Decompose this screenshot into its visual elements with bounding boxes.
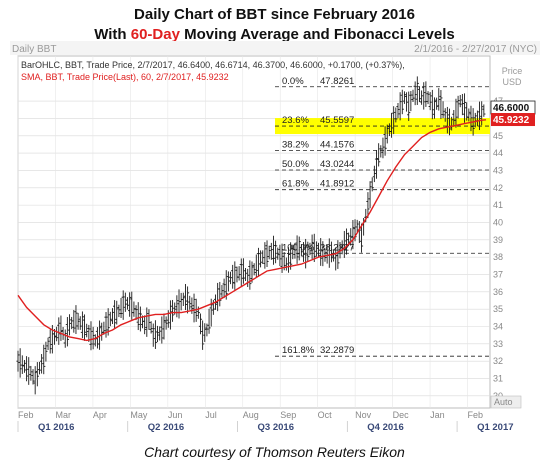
- chart-title-line1: Daily Chart of BBT since February 2016: [134, 6, 415, 23]
- ohlc-bars: [16, 76, 486, 395]
- last-sma-tag-box: [491, 113, 535, 127]
- sma-line: [17, 119, 487, 342]
- y-tick-label: 41: [493, 200, 503, 210]
- fib-percent-label: 161.8%: [282, 345, 315, 356]
- auto-button-label: Auto: [494, 397, 513, 407]
- auto-button-box: [490, 395, 522, 409]
- y-tick-label: 40: [493, 217, 503, 227]
- x-tick-quarter: Q3 2016: [258, 422, 294, 433]
- fib-percent-label: 61.8%: [282, 179, 309, 190]
- fib-percent-label: 38.2%: [282, 139, 309, 150]
- fib-value-label: 41.8912: [320, 179, 354, 190]
- y-unit-price: Price: [502, 66, 523, 76]
- x-tick-quarter: Q2 2016: [148, 422, 184, 433]
- x-tick-month: Jul: [205, 410, 217, 420]
- y-unit-usd: USD: [502, 77, 522, 87]
- fib-value-label: 38.2227: [320, 242, 354, 253]
- y-tick-label: 42: [493, 183, 503, 193]
- y-tick-label: 45: [493, 131, 503, 141]
- x-tick-month: Oct: [318, 410, 333, 420]
- last-price-tag: 46.6000: [493, 103, 530, 114]
- x-tick-month: May: [130, 410, 148, 420]
- y-tick-label: 36: [493, 287, 503, 297]
- x-tick-month: Feb: [18, 410, 34, 420]
- fib-percent-label: 100.0%: [282, 242, 315, 253]
- plot-frame: [17, 55, 491, 409]
- y-tick-label: 35: [493, 304, 503, 314]
- x-tick-month: Mar: [55, 410, 71, 420]
- x-tick-month: Jun: [168, 410, 183, 420]
- chart-caption: Chart courtesy of Thomson Reuters Eikon: [144, 444, 405, 460]
- x-tick-month: Apr: [93, 410, 107, 420]
- fib-value-label: 43.0244: [320, 159, 354, 170]
- x-tick-month: Nov: [355, 410, 372, 420]
- fib-value-label: 44.1576: [320, 139, 354, 150]
- header-right-label: 2/1/2016 - 2/27/2017 (NYC): [414, 44, 537, 55]
- chart-header-bar: [10, 41, 540, 55]
- legend-sma: SMA, BBT, Trade Price(Last), 60, 2/7/201…: [21, 72, 229, 82]
- last-sma-tag: 45.9232: [493, 115, 530, 126]
- y-tick-label: 37: [493, 269, 503, 279]
- y-tick-label: 32: [493, 356, 503, 366]
- y-tick-label: 43: [493, 165, 503, 175]
- fib-value-label: 32.2879: [320, 345, 354, 356]
- fib-percent-label: 50.0%: [282, 159, 309, 170]
- fib-percent-label: 23.6%: [282, 115, 309, 126]
- fib-value-label: 45.5597: [320, 115, 354, 126]
- legend-ohlc: BarOHLC, BBT, Trade Price, 2/7/2017, 46.…: [21, 60, 405, 70]
- title-line2-prefix: With: [94, 26, 131, 43]
- y-tick-label: 34: [493, 322, 503, 332]
- y-tick-label: 44: [493, 148, 503, 158]
- x-tick-month: Dec: [393, 410, 410, 420]
- x-tick-quarter: Q4 2016: [367, 422, 403, 433]
- y-tick-label: 33: [493, 339, 503, 349]
- x-tick-month: Jan: [430, 410, 445, 420]
- x-tick-month: Sep: [280, 410, 296, 420]
- y-tick-label: 39: [493, 235, 503, 245]
- fib-percent-label: 0.0%: [282, 76, 304, 87]
- chart-title-line2: With 60-Day Moving Average and Fibonacci…: [0, 26, 549, 43]
- header-left-label: Daily BBT: [12, 44, 56, 55]
- fib-value-label: 47.8261: [320, 76, 354, 87]
- x-tick-quarter: Q1 2017: [477, 422, 513, 433]
- x-tick-quarter: Q1 2016: [38, 422, 74, 433]
- title-line2-suffix: Moving Average and Fibonacci Levels: [179, 26, 455, 43]
- y-tick-label: 31: [493, 374, 503, 384]
- title-60-day-accent: 60-Day: [130, 26, 180, 43]
- x-tick-month: Aug: [243, 410, 259, 420]
- x-tick-month: Feb: [468, 410, 484, 420]
- y-tick-label: 38: [493, 252, 503, 262]
